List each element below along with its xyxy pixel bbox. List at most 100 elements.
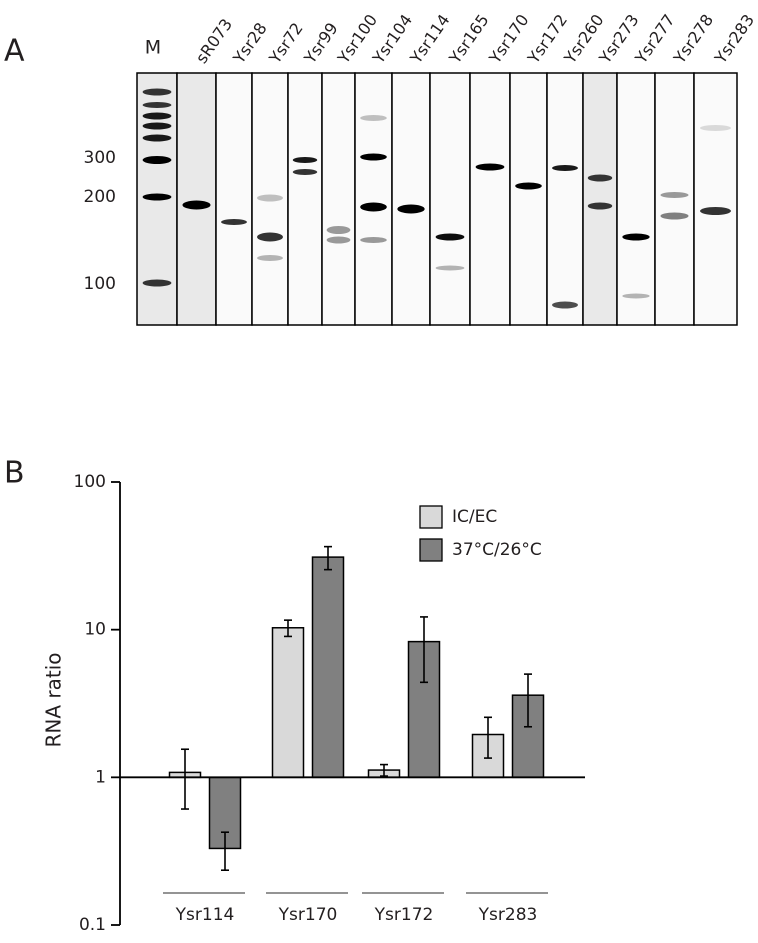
gel-band xyxy=(257,255,283,261)
gel-band xyxy=(142,112,172,120)
legend-swatch xyxy=(419,505,443,529)
gel-band xyxy=(360,202,387,212)
error-bar xyxy=(484,716,492,759)
gel-band xyxy=(142,193,172,201)
y-axis-label: RNA ratio xyxy=(42,652,66,747)
gel-band xyxy=(326,236,351,244)
bar xyxy=(311,556,345,779)
size-label: 200 xyxy=(84,187,116,207)
gel-band xyxy=(552,165,578,171)
error-bar xyxy=(284,619,292,638)
bar xyxy=(271,627,305,779)
gel-lane xyxy=(654,72,695,326)
legend-label: IC/EC xyxy=(452,507,497,527)
error-bar xyxy=(420,616,428,684)
gel-lane xyxy=(616,72,656,326)
gel-band xyxy=(660,212,689,220)
y-tick-label: 100 xyxy=(74,472,106,492)
x-tick-label: Ysr283 xyxy=(478,905,538,925)
gel-lane-box xyxy=(391,72,431,326)
gel-band xyxy=(435,265,465,271)
gel-band xyxy=(552,301,578,309)
gel-lane xyxy=(469,72,511,326)
legend-swatch xyxy=(419,538,443,562)
error-bar xyxy=(324,545,332,571)
gel-band xyxy=(622,233,650,241)
gel-lane-box xyxy=(509,72,548,326)
gel-lane-box xyxy=(287,72,323,326)
gel-band xyxy=(142,279,172,287)
y-tick-label: 0.1 xyxy=(79,915,106,935)
gel-band xyxy=(142,156,172,164)
gel-lane-box xyxy=(215,72,253,326)
gel-lane-box xyxy=(469,72,511,326)
lane-label: Ysr99 xyxy=(300,19,342,68)
lane-label: Ysr283 xyxy=(710,11,758,68)
gel-lane-box xyxy=(354,72,393,326)
gel-lane xyxy=(429,72,471,326)
gel-band xyxy=(397,204,425,214)
gel-band xyxy=(292,157,318,163)
gel-band xyxy=(360,115,387,121)
error-bar xyxy=(380,763,388,777)
gel-band xyxy=(622,293,650,299)
gel-lane xyxy=(287,72,323,326)
gel-lane xyxy=(546,72,584,326)
lane-label: Ysr165 xyxy=(445,11,493,68)
gel-band xyxy=(182,200,211,210)
gel-lane xyxy=(136,72,178,326)
size-label: 100 xyxy=(84,274,116,294)
gel-band xyxy=(660,192,689,198)
gel-band xyxy=(257,232,283,242)
gel-lane xyxy=(693,72,738,326)
gel-band xyxy=(435,233,465,241)
y-tick-label: 1 xyxy=(95,767,106,787)
gel-band xyxy=(142,88,172,96)
gel-lane xyxy=(509,72,548,326)
gel-band xyxy=(142,102,172,108)
gel-band xyxy=(515,182,542,190)
gel-lane xyxy=(391,72,431,326)
gel-band xyxy=(257,194,283,202)
gel-band xyxy=(142,122,172,130)
gel-lane-box xyxy=(582,72,618,326)
legend-label: 37°C/26°C xyxy=(452,540,542,560)
error-bar xyxy=(181,748,189,810)
gel-band xyxy=(700,125,731,131)
gel-lane xyxy=(321,72,356,326)
gel-lane xyxy=(251,72,289,326)
panel-letter: A xyxy=(4,34,25,69)
size-label: 300 xyxy=(84,148,116,168)
x-tick-label: Ysr170 xyxy=(278,905,338,925)
x-tick-label: Ysr172 xyxy=(374,905,434,925)
gel-lane-box xyxy=(321,72,356,326)
lane-label: Ysr72 xyxy=(265,19,307,68)
gel-band xyxy=(700,207,731,215)
gel-lane-box xyxy=(616,72,656,326)
gel-band xyxy=(587,202,613,210)
gel-band xyxy=(326,226,351,234)
lane-label: Ysr278 xyxy=(669,11,717,68)
gel-lane-box xyxy=(654,72,695,326)
error-bar xyxy=(221,831,229,872)
error-bar xyxy=(524,673,532,728)
gel-band xyxy=(587,174,613,182)
gel-band xyxy=(360,237,387,243)
gel-band xyxy=(360,153,387,161)
lane-label: Ysr114 xyxy=(406,11,454,68)
gel-band xyxy=(475,163,505,171)
gel-lane xyxy=(176,72,217,326)
gel-band xyxy=(292,169,318,175)
marker-lane-label: M xyxy=(145,37,161,59)
y-tick-label: 10 xyxy=(84,620,106,640)
lane-label: Ysr170 xyxy=(485,11,533,68)
gel-lane xyxy=(582,72,618,326)
gel-lane xyxy=(215,72,253,326)
gel-band xyxy=(221,219,247,225)
lane-label: sR073 xyxy=(192,15,236,67)
gel-lane xyxy=(354,72,393,326)
gel-lane-box xyxy=(546,72,584,326)
gel-lane-box xyxy=(176,72,217,326)
x-tick-label: Ysr114 xyxy=(175,905,235,925)
